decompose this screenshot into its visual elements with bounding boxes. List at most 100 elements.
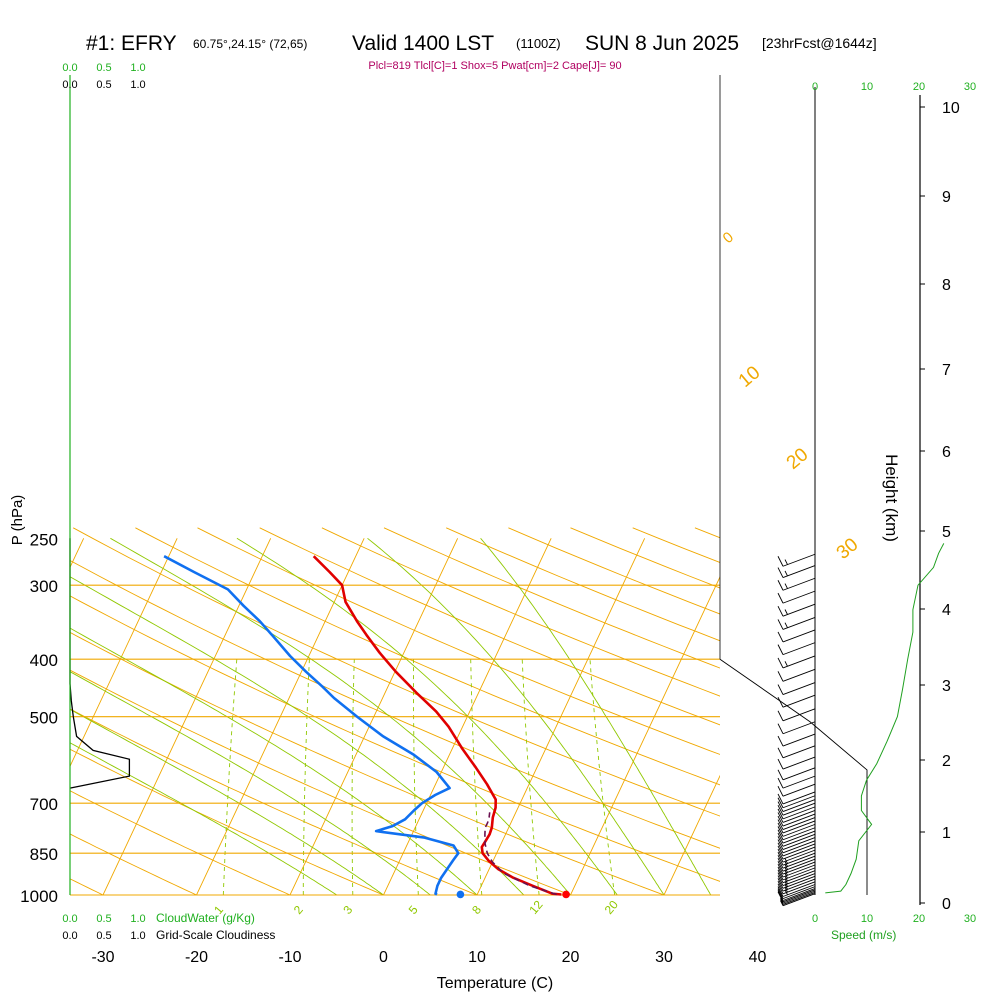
- wind-barb: [777, 756, 816, 770]
- pressure-tick-label: 1000: [20, 887, 58, 906]
- dry-adiabat-line: [70, 708, 479, 895]
- wind-barb: [780, 893, 816, 907]
- wind-barb: [780, 891, 816, 905]
- wind-barb: [777, 849, 816, 863]
- cloudwater-bottom-tick: 0.0: [62, 913, 77, 925]
- wind-speed-profile: [825, 543, 945, 894]
- wind-barb: [777, 830, 816, 844]
- wind-barb: [777, 846, 816, 860]
- dry-adiabat-label: 20: [783, 444, 813, 474]
- temperature-tick-label: 10: [468, 949, 486, 966]
- mixing-ratio-line: [351, 659, 355, 895]
- wind-barb: [777, 888, 816, 901]
- moist-adiabat-line: [110, 537, 571, 895]
- mixing-ratio-label: 2: [291, 903, 306, 917]
- wind-barb: [777, 775, 816, 789]
- valid-time: Valid 1400 LST: [352, 32, 494, 55]
- speed-bottom-tick: 20: [913, 913, 925, 925]
- wind-barb: [777, 813, 816, 827]
- cloudwater-top-tick: 0.5: [96, 62, 111, 74]
- pressure-tick-label: 850: [30, 845, 58, 864]
- temperature-tick-label: -10: [278, 949, 301, 966]
- moist-adiabat-line: [70, 742, 338, 895]
- dewpoint-profile: [163, 555, 460, 896]
- pressure-tick-label: 250: [30, 530, 58, 549]
- wind-barb: [777, 827, 816, 841]
- wind-barb: [777, 616, 816, 630]
- wind-barb: [777, 817, 816, 830]
- wind-barb: [777, 708, 816, 722]
- station-title: #1: EFRY: [86, 32, 177, 55]
- wind-barb: [777, 590, 816, 604]
- wind-barb: [777, 577, 816, 591]
- valid-zulu: (1100Z): [516, 36, 561, 51]
- surface-dewpoint: [456, 890, 465, 899]
- dry-adiabat-line: [70, 790, 292, 895]
- height-tick-label: 8: [942, 277, 951, 294]
- speed-top-tick: 30: [964, 81, 976, 93]
- cloudwater-bottom-tick: 0.5: [96, 913, 111, 925]
- dry-adiabat-label: 30: [833, 534, 863, 564]
- cloudiness-bottom-tick: 0.0: [62, 930, 77, 942]
- height-tick-label: 3: [942, 678, 951, 695]
- moist-adiabat-line: [236, 537, 618, 895]
- cloudiness-panel: [69, 538, 131, 789]
- height-tick-label: 5: [942, 524, 951, 541]
- moist-adiabat-line: [367, 537, 665, 895]
- station-coords: 60.75°,24.15° (72,65): [193, 37, 307, 51]
- wind-barb: [777, 840, 816, 854]
- speed-axis-label: Speed (m/s): [831, 928, 896, 942]
- dry-adiabat-line: [944, 528, 1000, 908]
- height-tick-label: 6: [942, 444, 951, 461]
- cloudwater-top-tick: 1.0: [130, 62, 145, 74]
- wind-barb: [780, 890, 816, 904]
- wind-barb: [777, 783, 816, 797]
- mixing-ratio-label: 3: [340, 903, 355, 917]
- wind-barb: [777, 553, 816, 567]
- cloudiness-top-tick: 0.0: [62, 79, 77, 91]
- parcel-profile: [484, 812, 557, 896]
- isotherm-line: [663, 774, 720, 895]
- wind-barb: [777, 603, 816, 617]
- speed-top-tick: 0: [812, 81, 818, 93]
- wind-barb: [777, 655, 816, 669]
- dry-adiabat-line: [819, 528, 1000, 908]
- moist-adiabat-line: [70, 671, 431, 895]
- dry-adiabat-line: [70, 748, 385, 895]
- height-tick-label: 0: [942, 896, 951, 913]
- cloudiness-top-tick: 1.0: [130, 79, 145, 91]
- forecast-info: [23hrFcst@1644z]: [762, 35, 877, 51]
- speed-top-tick: 20: [913, 81, 925, 93]
- dry-adiabat-line: [321, 527, 720, 697]
- temperature-tick-label: 40: [749, 949, 767, 966]
- height-tick-label: 2: [942, 753, 951, 770]
- valid-date: SUN 8 Jun 2025: [585, 32, 739, 55]
- dry-adiabat-line: [72, 527, 720, 817]
- cloudiness-bottom-tick: 0.5: [96, 930, 111, 942]
- wind-barb: [777, 682, 816, 695]
- height-tick-label: 1: [942, 825, 951, 842]
- wind-barb: [777, 810, 816, 823]
- wind-barb: [777, 733, 816, 747]
- height-tick-label: 7: [942, 362, 951, 379]
- temperature-profile: [312, 555, 562, 896]
- cloudwater-top-tick: 0.0: [62, 62, 77, 74]
- temperature-tick-label: -30: [91, 949, 114, 966]
- wind-barb: [777, 886, 816, 900]
- dry-adiabat-line: [70, 669, 572, 895]
- panel-boundary-line: [719, 658, 868, 895]
- moist-adiabat-line: [70, 708, 384, 895]
- wind-barb: [777, 843, 816, 857]
- x-axis-label: Temperature (C): [437, 975, 553, 992]
- surface-temperature: [562, 890, 570, 899]
- pressure-tick-label: 400: [30, 651, 58, 670]
- speed-bottom-tick: 10: [861, 913, 873, 925]
- wind-barb: [777, 791, 816, 805]
- dry-adiabat-line: [70, 631, 666, 895]
- dry-adiabat-line: [70, 833, 198, 895]
- height-tick-label: 10: [942, 100, 960, 117]
- wind-barb: [777, 795, 816, 809]
- temperature-tick-label: -20: [185, 949, 208, 966]
- sounding-profiles: [163, 555, 570, 899]
